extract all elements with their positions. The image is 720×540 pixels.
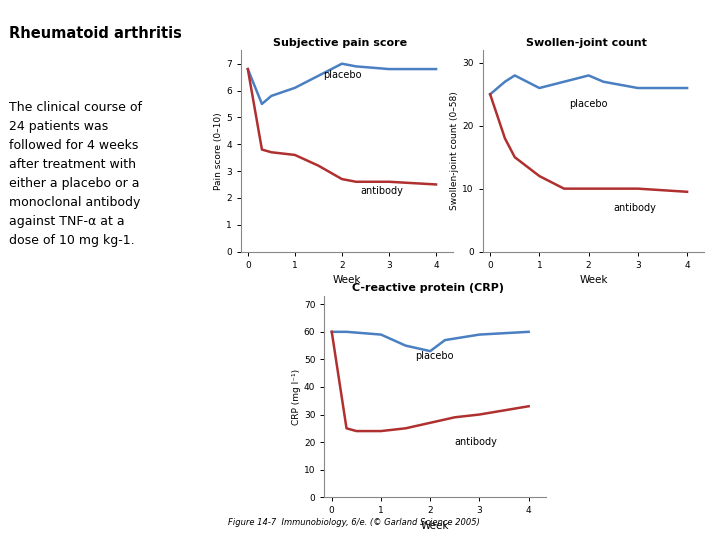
- X-axis label: Week: Week: [333, 275, 361, 285]
- Text: antibody: antibody: [455, 437, 498, 447]
- Y-axis label: CRP (mg l⁻¹): CRP (mg l⁻¹): [292, 368, 301, 424]
- Text: placebo: placebo: [415, 352, 454, 361]
- Text: placebo: placebo: [569, 99, 608, 109]
- Text: C-reactive protein (CRP): C-reactive protein (CRP): [352, 284, 505, 293]
- Text: antibody: antibody: [613, 202, 656, 213]
- Y-axis label: Swollen-joint count (0–58): Swollen-joint count (0–58): [451, 92, 459, 210]
- Text: Rheumatoid arthritis: Rheumatoid arthritis: [9, 26, 182, 41]
- Text: Figure 14-7  Immunobiology, 6/e. (© Garland Science 2005): Figure 14-7 Immunobiology, 6/e. (© Garla…: [228, 518, 480, 526]
- X-axis label: Week: Week: [580, 275, 608, 285]
- Text: antibody: antibody: [361, 186, 404, 196]
- Y-axis label: Pain score (0–10): Pain score (0–10): [214, 112, 223, 190]
- Text: The clinical course of
24 patients was
followed for 4 weeks
after treatment with: The clinical course of 24 patients was f…: [9, 101, 142, 247]
- Text: Swollen-joint count: Swollen-joint count: [526, 38, 647, 48]
- Text: Subjective pain score: Subjective pain score: [273, 38, 408, 48]
- Text: placebo: placebo: [323, 70, 361, 80]
- X-axis label: Week: Week: [421, 521, 449, 531]
